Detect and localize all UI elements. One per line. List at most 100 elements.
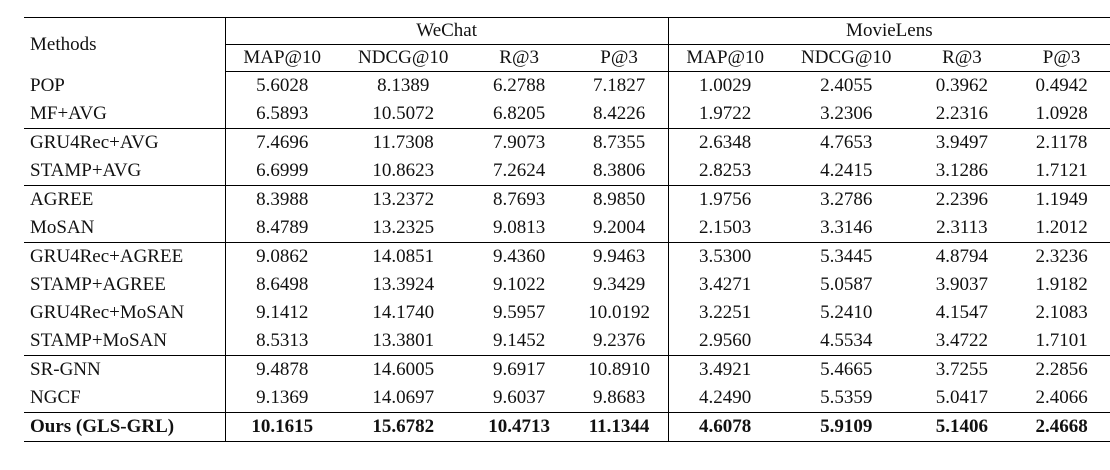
metric-value-cell: 1.0928 xyxy=(1035,103,1088,124)
metric-value-cell: 2.4668 xyxy=(1013,412,1110,442)
method-name-cell: STAMP+AVG xyxy=(30,160,142,181)
metric-value-cell: 8.7355 xyxy=(570,128,669,157)
metric-value-cell: 0.3962 xyxy=(935,75,989,96)
table-row: STAMP+MoSAN 8.5313 13.3801 9.1452 9.2376 2.95… xyxy=(24,327,1110,356)
metric-value-cell: 5.2410 xyxy=(820,302,873,323)
metric-value-cell: 4.2490 xyxy=(667,384,782,413)
methods-header: Methods xyxy=(30,33,97,55)
metric-value-cell: 14.6005 xyxy=(338,355,468,384)
metric-header: P@3 xyxy=(570,44,669,72)
metric-value-cell: 8.7693 xyxy=(467,185,571,214)
metric-value-cell: 3.2786 xyxy=(781,185,911,214)
metric-value-cell: 4.7653 xyxy=(781,128,911,157)
table-row: MF+AVG 6.5893 10.5072 6.8205 8.4226 1.9722 3.2… xyxy=(24,100,1110,129)
metric-value-cell: 9.9463 xyxy=(570,242,669,271)
metric-value-cell: 6.2788 xyxy=(492,75,546,96)
metric-value-cell: 10.8623 xyxy=(372,160,435,181)
metric-value-cell: 11.7308 xyxy=(338,128,468,157)
metric-value-cell: 1.7101 xyxy=(1035,330,1088,351)
metric-value-cell: 5.0417 xyxy=(935,387,989,408)
metric-value-cell: 5.9109 xyxy=(781,412,911,442)
metric-value-cell: 5.1406 xyxy=(910,412,1014,442)
metric-value-cell: 2.3113 xyxy=(936,217,988,238)
table-body: POP 5.6028 8.1389 6.2788 7.1827 1.0029 2.4055 0… xyxy=(24,71,1110,442)
metric-value-cell: 1.2012 xyxy=(1035,217,1088,238)
metric-header: MAP@10 xyxy=(667,44,782,72)
metric-value-cell: 4.6078 xyxy=(667,412,782,442)
metric-value-cell: 3.2306 xyxy=(820,103,873,124)
metric-value-cell: 14.1740 xyxy=(372,302,435,323)
metric-value-cell: 10.5072 xyxy=(372,103,435,124)
metric-value-cell: 3.4722 xyxy=(935,330,989,351)
metric-value-cell: 8.9850 xyxy=(570,185,669,214)
metric-value-cell: 2.1178 xyxy=(1013,128,1110,157)
method-name-cell: NGCF xyxy=(30,387,81,408)
metric-value-cell: 2.1083 xyxy=(1035,302,1088,323)
metric-value-cell: 1.1949 xyxy=(1013,185,1110,214)
method-name-cell: POP xyxy=(30,74,65,96)
metric-value-cell: 8.5313 xyxy=(224,327,339,356)
metric-value-cell: 9.1412 xyxy=(224,299,339,327)
metric-value-cell: 9.5957 xyxy=(492,302,546,323)
metric-value-cell: 3.2251 xyxy=(667,299,782,327)
metric-value-cell: 5.4665 xyxy=(781,355,911,384)
table-row: MoSAN 8.4789 13.2325 9.0813 9.2004 2.1503 3.31… xyxy=(24,214,1110,243)
metric-value-cell: 1.7121 xyxy=(1035,160,1088,181)
method-name-cell: AGREE xyxy=(24,185,226,214)
metric-value-cell: 10.0192 xyxy=(588,302,650,323)
metric-value-cell: 8.3806 xyxy=(592,160,646,181)
table-row: GRU4Rec+AVG 7.4696 11.7308 7.9073 8.7355 2.63… xyxy=(24,128,1110,157)
metric-value-cell: 10.8910 xyxy=(570,355,669,384)
metric-value-cell: 2.3236 xyxy=(1013,242,1110,271)
metric-value-cell: 10.4713 xyxy=(467,412,571,442)
metric-value-cell: 2.2316 xyxy=(935,103,989,124)
method-name-cell: Ours (GLS-GRL) xyxy=(24,412,226,442)
metric-value-cell: 9.1452 xyxy=(492,330,546,351)
metric-value-cell: 9.4878 xyxy=(224,355,339,384)
table-row: NGCF 9.1369 14.0697 9.6037 9.8683 4.2490 5.535… xyxy=(24,384,1110,413)
metric-value-cell: 9.8683 xyxy=(592,387,646,408)
table-row: STAMP+AVG 6.6999 10.8623 7.2624 8.3806 2.8253… xyxy=(24,157,1110,186)
table-row: POP 5.6028 8.1389 6.2788 7.1827 1.0029 2.4055 0… xyxy=(24,71,1110,100)
metric-header: R@3 xyxy=(467,44,571,72)
metric-value-cell: 8.1389 xyxy=(377,75,430,96)
method-name-cell: MF+AVG xyxy=(30,103,107,124)
metric-value-cell: 5.6028 xyxy=(224,71,339,100)
metric-value-cell: 2.4055 xyxy=(820,75,873,96)
metric-value-cell: 8.4789 xyxy=(224,214,339,243)
metric-value-cell: 1.0029 xyxy=(667,71,782,100)
metric-value-cell: 4.5534 xyxy=(820,330,873,351)
metric-value-cell: 13.3924 xyxy=(372,274,435,295)
metric-value-cell: 3.9497 xyxy=(910,128,1014,157)
metric-header: NDCG@10 xyxy=(338,44,468,72)
table-row: GRU4Rec+MoSAN 9.1412 14.1740 9.5957 10.0192 3… xyxy=(24,299,1110,327)
metric-value-cell: 0.4942 xyxy=(1035,75,1088,96)
method-name-cell: SR-GNN xyxy=(24,355,226,384)
metric-value-cell: 3.4921 xyxy=(667,355,782,384)
metric-value-cell: 3.3146 xyxy=(820,217,873,238)
metric-value-cell: 3.5300 xyxy=(667,242,782,271)
table-row: SR-GNN 9.4878 14.6005 9.6917 10.8910 3.4921 5.… xyxy=(24,355,1110,384)
metric-value-cell: 6.6999 xyxy=(224,157,339,186)
metric-value-cell: 2.2396 xyxy=(910,185,1014,214)
method-name-cell: GRU4Rec+MoSAN xyxy=(30,302,185,323)
metric-value-cell: 13.3801 xyxy=(372,330,435,351)
metric-value-cell: 2.6348 xyxy=(667,128,782,157)
metric-value-cell: 1.9722 xyxy=(667,100,782,129)
metric-value-cell: 9.6037 xyxy=(492,387,546,408)
metric-value-cell: 4.2415 xyxy=(820,160,873,181)
metric-value-cell: 9.2376 xyxy=(592,330,646,351)
metric-value-cell: 13.2325 xyxy=(372,217,435,238)
metric-value-cell: 4.1547 xyxy=(935,302,989,323)
metric-value-cell: 13.2372 xyxy=(338,185,468,214)
method-name-cell: STAMP+MoSAN xyxy=(30,330,167,351)
metric-value-cell: 3.9037 xyxy=(935,274,989,295)
metric-header: NDCG@10 xyxy=(781,44,911,72)
metric-value-cell: 9.1369 xyxy=(224,384,339,413)
metric-value-cell: 9.0813 xyxy=(492,217,546,238)
metric-value-cell: 2.1503 xyxy=(667,214,782,243)
metric-value-cell: 9.3429 xyxy=(592,274,646,295)
metric-value-cell: 3.7255 xyxy=(910,355,1014,384)
metric-value-cell: 2.4066 xyxy=(1035,387,1088,408)
metric-value-cell: 14.0851 xyxy=(338,242,468,271)
